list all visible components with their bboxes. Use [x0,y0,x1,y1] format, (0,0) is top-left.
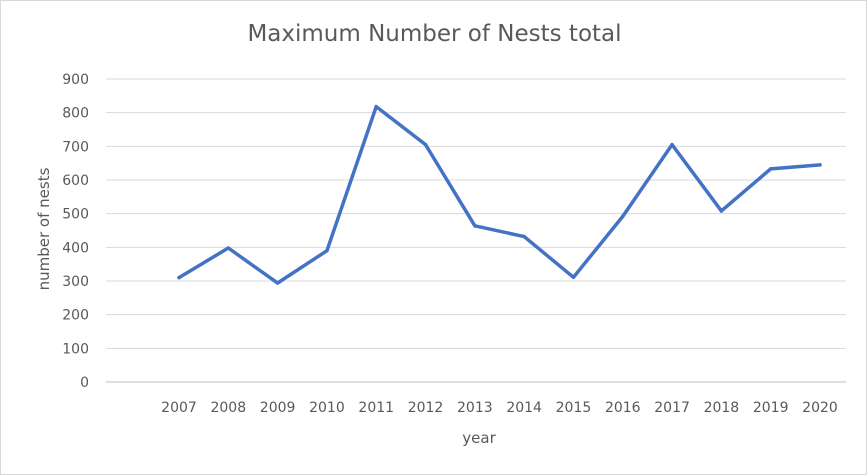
gridlines [106,78,846,383]
data-point [818,163,822,167]
y-tick-label: 700 [62,139,89,155]
y-tick-label: 400 [62,240,89,256]
data-point [522,234,526,239]
x-tick-label: 2007 [161,400,197,416]
data-point [670,142,674,147]
data-point [621,214,625,219]
data-point [275,281,280,285]
x-tick-label: 2008 [210,400,246,416]
x-tick-label: 2015 [556,400,592,416]
x-tick-label: 2020 [802,400,838,416]
x-tick-label: 2012 [408,400,444,416]
data-point [768,167,773,171]
data-point [473,224,477,228]
series-line-0 [177,104,822,285]
data-point [374,104,378,109]
x-tick-label: 2019 [753,400,789,416]
x-tick-label: 2016 [605,400,641,416]
data-point [177,275,181,280]
x-tick-label: 2010 [309,400,345,416]
y-tick-label: 300 [62,274,89,290]
y-tick-label: 900 [62,72,89,88]
x-tick-label: 2009 [260,400,296,416]
y-tick-label: 500 [62,207,89,223]
data-point [325,248,329,253]
y-axis-label: number of nests [35,167,53,290]
x-tick-label: 2018 [704,400,740,416]
series-layer [177,104,822,285]
y-tick-label: 0 [80,375,89,391]
y-tick-label: 600 [62,173,89,189]
y-tick-labels: 0 100 200 300 400 500 600 700 800 900 [62,72,89,391]
x-axis-label: year [462,429,496,447]
x-tick-label: 2011 [358,400,394,416]
data-point [571,275,576,280]
y-tick-label: 200 [62,308,89,324]
data-point [719,209,724,213]
x-tick-label: 2014 [506,400,542,416]
data-point [423,142,428,147]
data-point [226,246,231,250]
chart-title: Maximum Number of Nests total [247,21,622,47]
x-tick-label: 2013 [457,400,493,416]
y-tick-label: 100 [62,341,89,357]
x-tick-label: 2017 [654,400,690,416]
x-tick-labels: 2007 2008 2009 2010 2011 2012 2013 2014 2015 2016… [161,400,838,416]
y-tick-label: 800 [62,106,89,122]
